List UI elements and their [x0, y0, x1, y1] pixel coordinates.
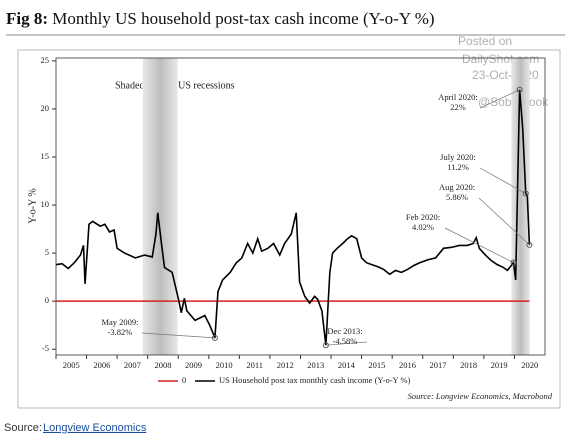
annotation-text: 4.02%: [412, 222, 434, 232]
watermark: Posted on: [458, 34, 512, 48]
x-tick-label: 2016: [399, 360, 416, 370]
x-tick-label: 2014: [338, 360, 356, 370]
annotation-point: [211, 334, 218, 341]
annotation-text: April 2020:: [438, 92, 477, 102]
y-tick-label: 25: [41, 55, 50, 65]
annotation-text: July 2020:: [440, 152, 476, 162]
x-tick-label: 2009: [185, 360, 202, 370]
x-tick-label: 2013: [307, 360, 324, 370]
x-tick-label: 2005: [63, 360, 80, 370]
title-text: Monthly US household post-tax cash incom…: [52, 9, 434, 28]
x-tick-label: 2019: [491, 360, 508, 370]
annotation-text: Dec 2013:: [327, 326, 362, 336]
y-tick-label: 10: [41, 199, 50, 209]
x-tick-label: 2011: [246, 360, 263, 370]
y-tick-label: 20: [41, 103, 50, 113]
recession-shade: [511, 58, 530, 355]
y-tick-label: -5: [42, 343, 49, 353]
source: Source: Longview Economics, Macrobond: [408, 391, 553, 401]
annotation-text: -4.58%: [333, 336, 358, 346]
y-tick-label: 0: [45, 295, 49, 305]
annotation-text: May 2009:: [101, 317, 138, 327]
annotation-text: -3.82%: [108, 327, 133, 337]
annotation-leader: [325, 341, 368, 346]
annotation-text: Aug 2020:: [439, 182, 475, 192]
plot-frame: [55, 57, 546, 356]
x-tick-label: 2015: [368, 360, 385, 370]
x-tick-label: 2012: [277, 360, 294, 370]
y-axis-label: Y-o-Y %: [27, 188, 38, 223]
annotation-leader: [141, 332, 215, 339]
annotation-text: 5.86%: [446, 192, 468, 202]
annotation-leader: [444, 227, 514, 263]
legend-label: US Household post tax monthly cash incom…: [219, 375, 411, 385]
annotation-point: [510, 259, 517, 266]
y-tick-label: 5: [45, 247, 49, 257]
annotation-point: [516, 86, 523, 93]
annotation-text: 22%: [450, 102, 466, 112]
chart-frame: [17, 49, 561, 409]
legend-label: 0: [182, 375, 186, 385]
footer-label: Source:: [4, 422, 42, 434]
x-tick-label: 2007: [124, 360, 141, 370]
title-prefix: Fig 8:: [6, 9, 48, 28]
x-tick-label: 2008: [154, 360, 171, 370]
recession-shade: [142, 58, 178, 355]
x-tick-label: 2017: [430, 360, 447, 370]
annotation-leader: [479, 89, 520, 109]
annotation-point: [522, 190, 529, 197]
annotation-leader: [479, 167, 526, 194]
annotation-point: [526, 241, 533, 248]
annotation-text: 11.2%: [447, 162, 469, 172]
y-tick-label: 15: [41, 151, 50, 161]
x-tick-label: 2010: [216, 360, 233, 370]
series-line: [55, 89, 531, 346]
footer-link[interactable]: Longview Economics: [43, 422, 147, 434]
x-tick-label: 2006: [93, 360, 110, 370]
annotation-leader: [478, 197, 530, 246]
x-tick-label: 2018: [460, 360, 477, 370]
annotation-text: Feb 2020:: [406, 212, 440, 222]
annotation-point: [322, 342, 329, 349]
x-tick-label: 2020: [521, 360, 538, 370]
chart-title: Fig 8: Monthly US household post-tax cas…: [6, 9, 435, 28]
